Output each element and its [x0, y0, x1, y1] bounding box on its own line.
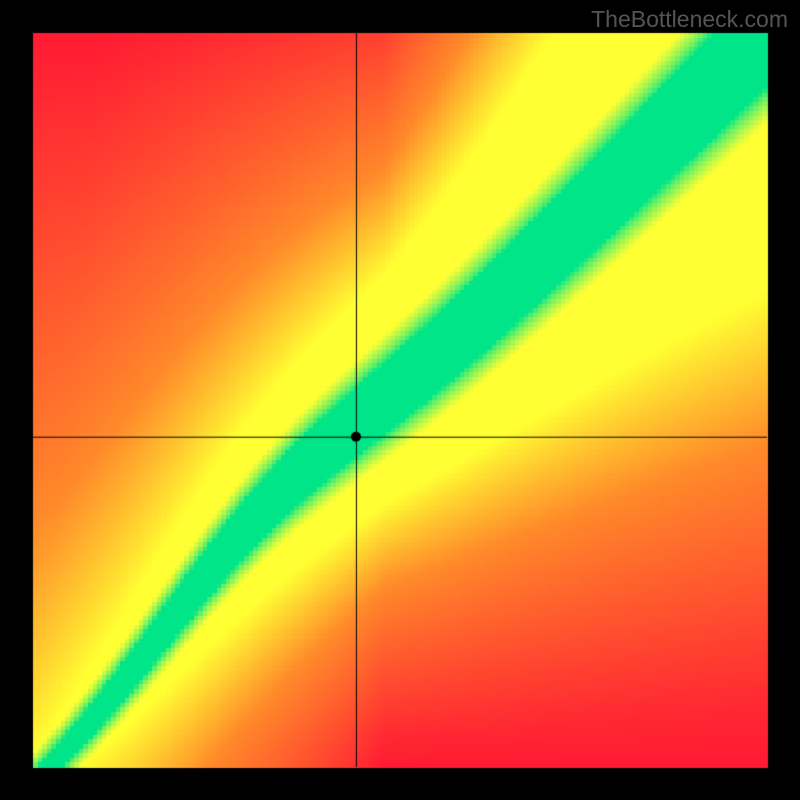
chart-container: TheBottleneck.com: [0, 0, 800, 800]
bottleneck-heatmap: [0, 0, 800, 800]
watermark-text: TheBottleneck.com: [591, 6, 788, 33]
